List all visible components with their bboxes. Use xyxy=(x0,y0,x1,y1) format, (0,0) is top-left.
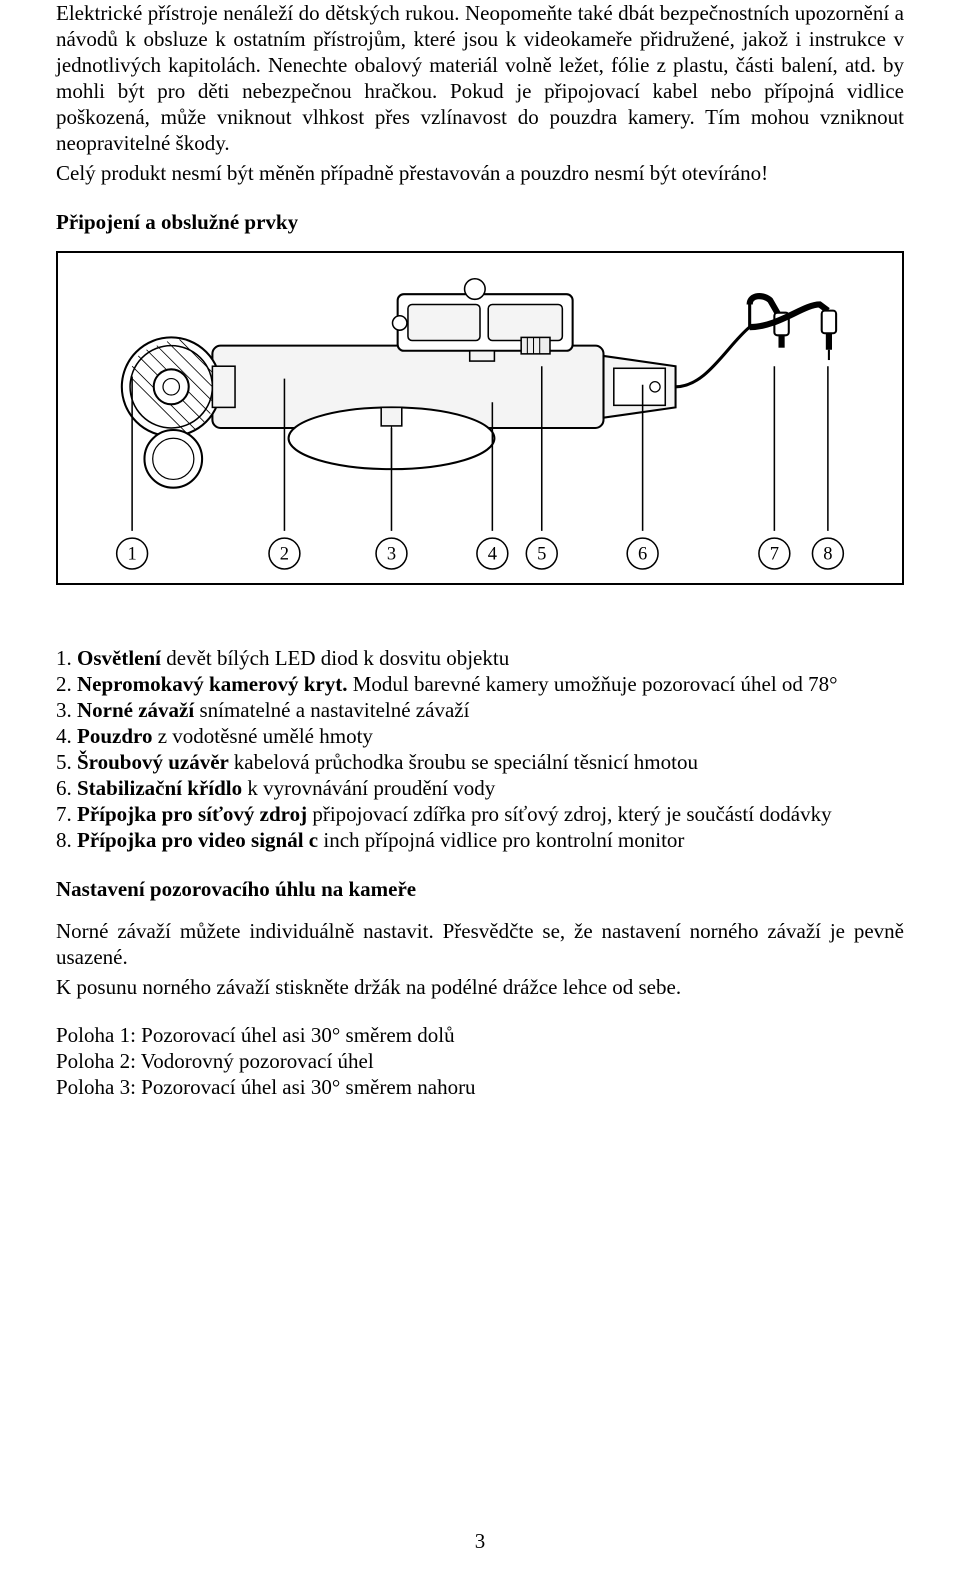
callout-label: 1 xyxy=(127,544,136,565)
angle-paragraph-1: Norné závaží můžete individuálně nastavi… xyxy=(56,918,904,970)
list-item: 2. Nepromokavý kamerový kryt. Modul bare… xyxy=(56,671,904,697)
position-line: Poloha 3: Pozorovací úhel asi 30° směrem… xyxy=(56,1074,904,1100)
heading-connection: Připojení a obslužné prvky xyxy=(56,210,904,235)
heading-angle: Nastavení pozorovacího úhlu na kameře xyxy=(56,877,904,902)
safety-paragraph: Elektrické přístroje nenáleží do dětskýc… xyxy=(56,0,904,156)
callout-label: 4 xyxy=(488,544,497,565)
list-item: 7. Přípojka pro síťový zdroj připojovací… xyxy=(56,801,904,827)
callout-label: 2 xyxy=(280,544,289,565)
callout-label: 7 xyxy=(770,544,779,565)
callout-label: 8 xyxy=(823,544,832,565)
diagram-container: 1 2 3 4 5 6 7 8 xyxy=(56,251,904,584)
page-number: 3 xyxy=(0,1529,960,1554)
list-item: 4. Pouzdro z vodotěsné umělé hmoty xyxy=(56,723,904,749)
list-item: 1. Osvětlení devět bílých LED diod k dos… xyxy=(56,645,904,671)
component-list: 1. Osvětlení devět bílých LED diod k dos… xyxy=(56,645,904,853)
position-line: Poloha 1: Pozorovací úhel asi 30° směrem… xyxy=(56,1022,904,1048)
device-diagram: 1 2 3 4 5 6 7 8 xyxy=(58,253,902,582)
list-item: 3. Norné závaží snímatelné a nastaviteln… xyxy=(56,697,904,723)
callout-label: 3 xyxy=(387,544,396,565)
angle-paragraph-2: K posunu norného závaží stiskněte držák … xyxy=(56,974,904,1000)
page: Elektrické přístroje nenáleží do dětskýc… xyxy=(0,0,960,1576)
list-item: 5. Šroubový uzávěr kabelová průchodka šr… xyxy=(56,749,904,775)
list-item: 8. Přípojka pro video signál c inch příp… xyxy=(56,827,904,853)
positions-block: Poloha 1: Pozorovací úhel asi 30° směrem… xyxy=(56,1022,904,1100)
safety-paragraph-2: Celý produkt nesmí být měněn případně př… xyxy=(56,160,904,186)
callout-label: 6 xyxy=(638,544,647,565)
callout-label: 5 xyxy=(537,544,546,565)
list-item: 6. Stabilizační křídlo k vyrovnávání pro… xyxy=(56,775,904,801)
position-line: Poloha 2: Vodorovný pozorovací úhel xyxy=(56,1048,904,1074)
